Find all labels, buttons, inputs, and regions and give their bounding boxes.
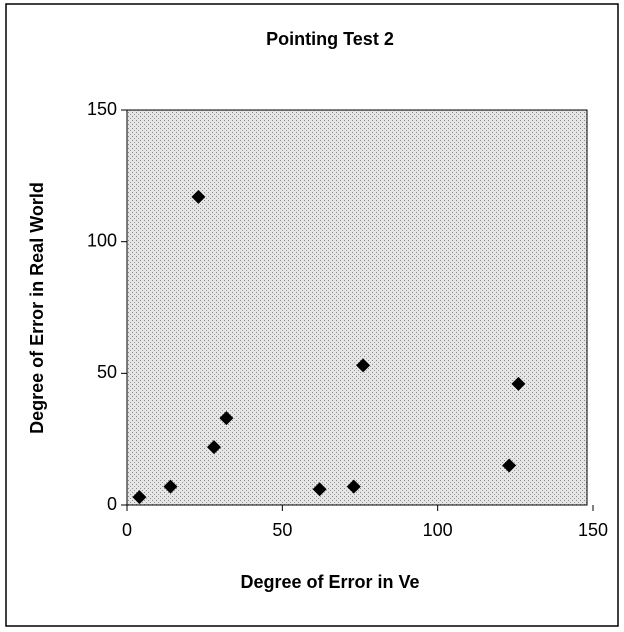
point — [511, 376, 526, 391]
point — [191, 189, 206, 204]
point — [219, 411, 234, 426]
y-tick-label: 50 — [97, 362, 117, 382]
x-tick-label: 0 — [122, 520, 132, 540]
point — [206, 440, 221, 455]
point — [502, 458, 517, 473]
point — [346, 479, 361, 494]
chart-title: Pointing Test 2 — [266, 29, 394, 49]
y-tick-label: 100 — [87, 230, 117, 250]
x-tick-label: 150 — [578, 520, 608, 540]
y-tick-label: 150 — [87, 99, 117, 119]
plot-area — [126, 109, 588, 506]
point — [163, 479, 178, 494]
x-tick-label: 50 — [272, 520, 292, 540]
y-tick-label: 0 — [107, 494, 117, 514]
point — [356, 358, 371, 373]
y-axis-label: Degree of Error in Real World — [27, 182, 47, 434]
x-tick-label: 100 — [423, 520, 453, 540]
point — [312, 482, 327, 497]
x-axis-label: Degree of Error in Ve — [240, 572, 419, 592]
point — [132, 490, 147, 505]
